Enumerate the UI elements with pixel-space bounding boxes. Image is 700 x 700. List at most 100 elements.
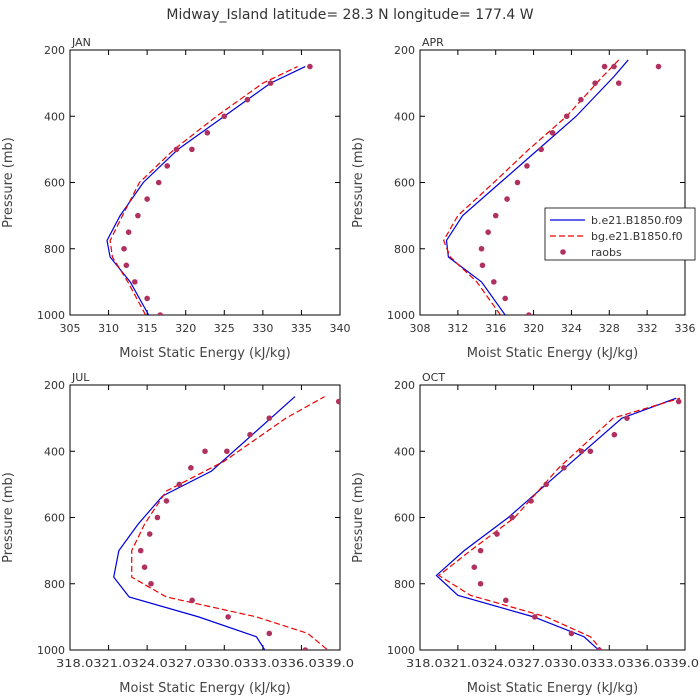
raobs-point-jan [135, 212, 141, 219]
y-axis-label-jul: Pressure (mb) [1, 472, 16, 563]
raobs-point-jan [155, 179, 162, 186]
y-tick-label-oct: 600 [394, 512, 415, 525]
x-tick-label-apr: 312 [447, 322, 468, 335]
series-b-line-jul [113, 396, 296, 650]
raobs-point-jan [121, 245, 127, 252]
raobs-point-oct [509, 514, 515, 521]
y-tick-label-apr: 400 [394, 110, 415, 123]
panel-oct: OCT 318.0321.0324.0327.0330.0333.0336.033… [351, 371, 699, 696]
raobs-point-apr [549, 130, 556, 136]
raobs-point-oct [611, 431, 618, 438]
x-tick-label-jan: 325 [214, 322, 235, 335]
panel-apr: APR 308 312 316 320 324 328 332 336 200 400 600 800 1… [351, 36, 696, 361]
plot-frame-oct [419, 384, 686, 651]
x-tick-label-jan: 335 [291, 322, 312, 335]
plot-frame-jul [69, 384, 341, 651]
raobs-point-oct [587, 448, 594, 455]
raobs-point-jan [189, 146, 195, 153]
raobs-point-apr [478, 245, 485, 252]
raobs-point-oct [528, 498, 534, 504]
y-tick-label-apr: 600 [394, 177, 415, 190]
legend: b.e21.B1850.f09 bg.e21.B1850.f0 raobs [544, 207, 696, 261]
raobs-point-jan [123, 262, 130, 269]
raobs-point-jul [188, 465, 194, 471]
y-tick-label-oct: 400 [394, 445, 415, 458]
raobs-point-oct [532, 614, 538, 620]
raobs-point-oct [477, 580, 484, 587]
x-tick-label-jan: 305 [60, 322, 81, 335]
raobs-point-apr [601, 63, 608, 70]
y-tick-label-apr: 800 [394, 243, 415, 256]
raobs-point-jan [244, 96, 251, 103]
plot-frame-apr [419, 49, 686, 316]
x-axis-label-apr: Moist Static Energy (kJ/kg) [467, 346, 638, 361]
y-tick-label-jan: 1000 [37, 309, 65, 322]
y-axis-label-apr: Pressure (mb) [351, 137, 366, 228]
x-axis-label-jul: Moist Static Energy (kJ/kg) [119, 681, 290, 696]
raobs-point-jul [146, 531, 153, 537]
raobs-point-jan [144, 295, 150, 302]
y-tick-label-oct: 1000 [387, 644, 415, 657]
y-tick-label-jan: 200 [44, 44, 65, 57]
raobs-point-jan [144, 196, 150, 202]
x-tick-label-jan: 315 [137, 322, 158, 335]
series-group-jul [113, 396, 340, 650]
raobs-point-jan [307, 63, 313, 70]
raobs-point-oct [596, 647, 602, 650]
raobs-point-apr [578, 96, 584, 103]
x-tick-label-jan: 340 [330, 322, 351, 335]
panel-label-apr: APR [422, 36, 444, 49]
raobs-point-jul [335, 398, 340, 405]
y-tick-label-jan: 600 [44, 177, 65, 190]
raobs-point-oct [568, 630, 575, 637]
x-tick-labels-jul: 318.0321.0324.0327.0330.0333.0336.0339.0 [56, 657, 354, 670]
raobs-point-jul [154, 514, 161, 521]
raobs-point-jul [266, 630, 273, 637]
panel-label-jan: JAN [71, 36, 91, 49]
panels: JAN 305 310 315 320 325 330 335 340 200 400 600 800 1… [1, 36, 699, 696]
raobs-point-jan [221, 113, 228, 120]
legend-box [544, 207, 696, 261]
raobs-point-jan [132, 279, 138, 285]
plot-frame-jan [69, 49, 341, 316]
raobs-point-jul [202, 448, 208, 455]
y-tick-label-jan: 400 [44, 110, 65, 123]
raobs-point-jul [141, 564, 148, 570]
y-tick-label-jul: 800 [44, 578, 65, 591]
x-tick-label-apr: 308 [410, 322, 431, 335]
x-tick-label-apr: 336 [675, 322, 696, 335]
x-tick-label-apr: 320 [523, 322, 544, 335]
raobs-point-jul [137, 547, 144, 554]
raobs-point-oct [471, 564, 478, 570]
raobs-point-apr [502, 295, 508, 302]
raobs-point-apr [611, 63, 617, 70]
raobs-point-jul [148, 580, 154, 587]
raobs-point-jan [267, 80, 274, 86]
raobs-point-jul [189, 597, 195, 604]
series-group-jan [106, 63, 313, 315]
legend-label-0: b.e21.B1850.f09 [591, 214, 683, 227]
raobs-point-oct [578, 448, 585, 455]
raobs-point-apr [485, 229, 491, 235]
y-axis-label-oct: Pressure (mb) [351, 472, 366, 563]
series-b-line-oct [435, 397, 677, 650]
raobs-point-oct [624, 415, 630, 421]
x-tick-label-apr: 316 [485, 322, 506, 335]
raobs-point-oct [543, 481, 549, 488]
series-bg-line-oct [437, 397, 681, 650]
raobs-point-apr [615, 80, 622, 86]
x-tick-label-jan: 310 [98, 322, 119, 335]
raobs-point-jul [225, 614, 231, 620]
raobs-point-apr [504, 196, 510, 202]
series-bg-line-jul [131, 396, 329, 650]
raobs-point-apr [526, 312, 532, 315]
legend-label-1: bg.e21.B1850.f0 [591, 230, 683, 243]
raobs-point-apr [524, 163, 530, 169]
x-tick-label-jan: 320 [175, 322, 196, 335]
legend-marker-raobs [560, 249, 566, 255]
raobs-point-apr [491, 279, 497, 285]
raobs-point-apr [514, 179, 521, 186]
raobs-point-jul [163, 498, 170, 504]
y-tick-label-oct: 200 [394, 379, 415, 392]
